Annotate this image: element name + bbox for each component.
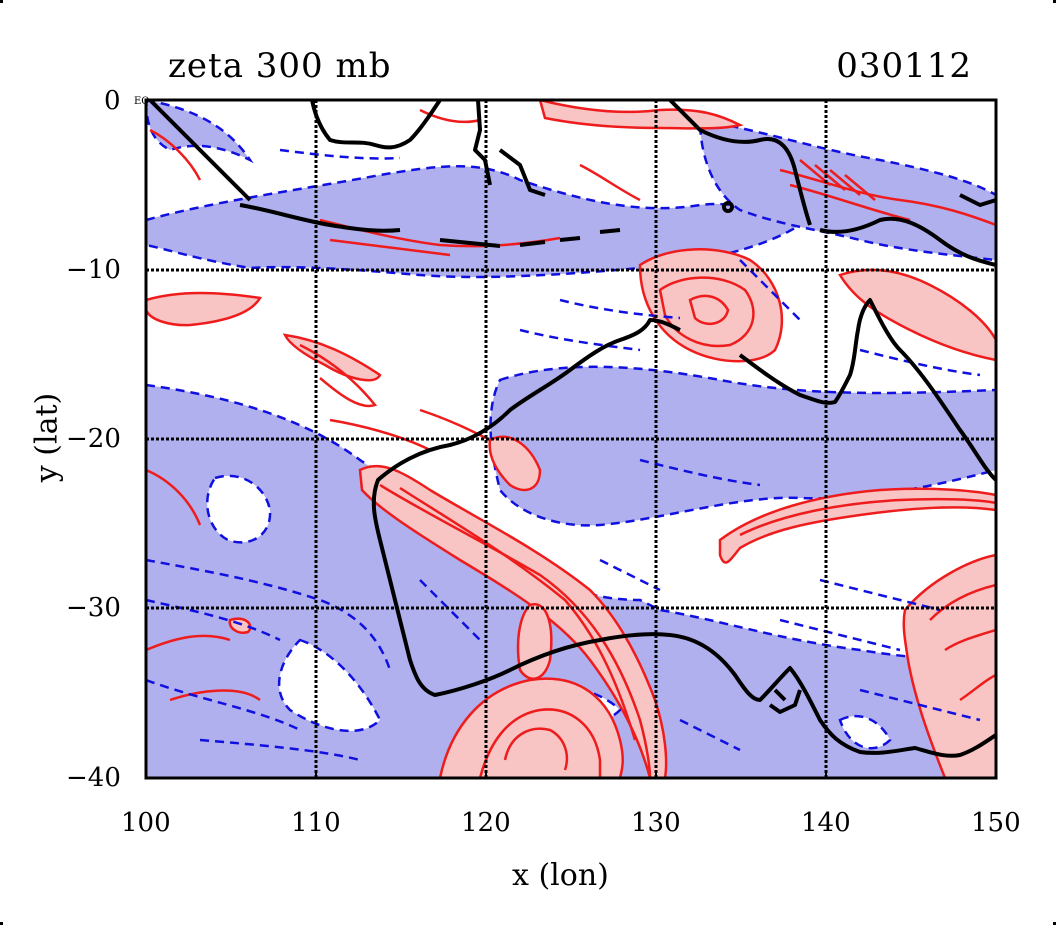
plot-frame [144, 98, 998, 780]
x-axis-title: x (lon) [512, 858, 609, 893]
xtick-label: 130 [631, 808, 681, 838]
corner-mark [1053, 922, 1056, 925]
ytick-label: −40 [66, 763, 121, 793]
coastline [148, 100, 996, 758]
plot-title: zeta 300 mb [168, 46, 392, 86]
xtick-label: 150 [971, 808, 1021, 838]
corner-mark [0, 0, 3, 3]
xtick-label: 110 [291, 808, 341, 838]
ytick-label: 0 [104, 86, 121, 116]
negative-vorticity-contours [146, 148, 981, 762]
ytick-label: −20 [66, 424, 121, 454]
equator-label: EQ [134, 96, 150, 107]
grid [146, 100, 996, 778]
ytick-label: −10 [66, 255, 121, 285]
xtick-label: 140 [801, 808, 851, 838]
corner-mark [1053, 0, 1056, 3]
corner-mark [0, 922, 3, 925]
y-axis-title: y (lat) [29, 392, 65, 483]
date-label: 030112 [836, 46, 972, 86]
xtick-label: 120 [461, 808, 511, 838]
xtick-label: 100 [121, 808, 171, 838]
tick-marks [145, 770, 997, 778]
ytick-label: −30 [66, 593, 121, 623]
